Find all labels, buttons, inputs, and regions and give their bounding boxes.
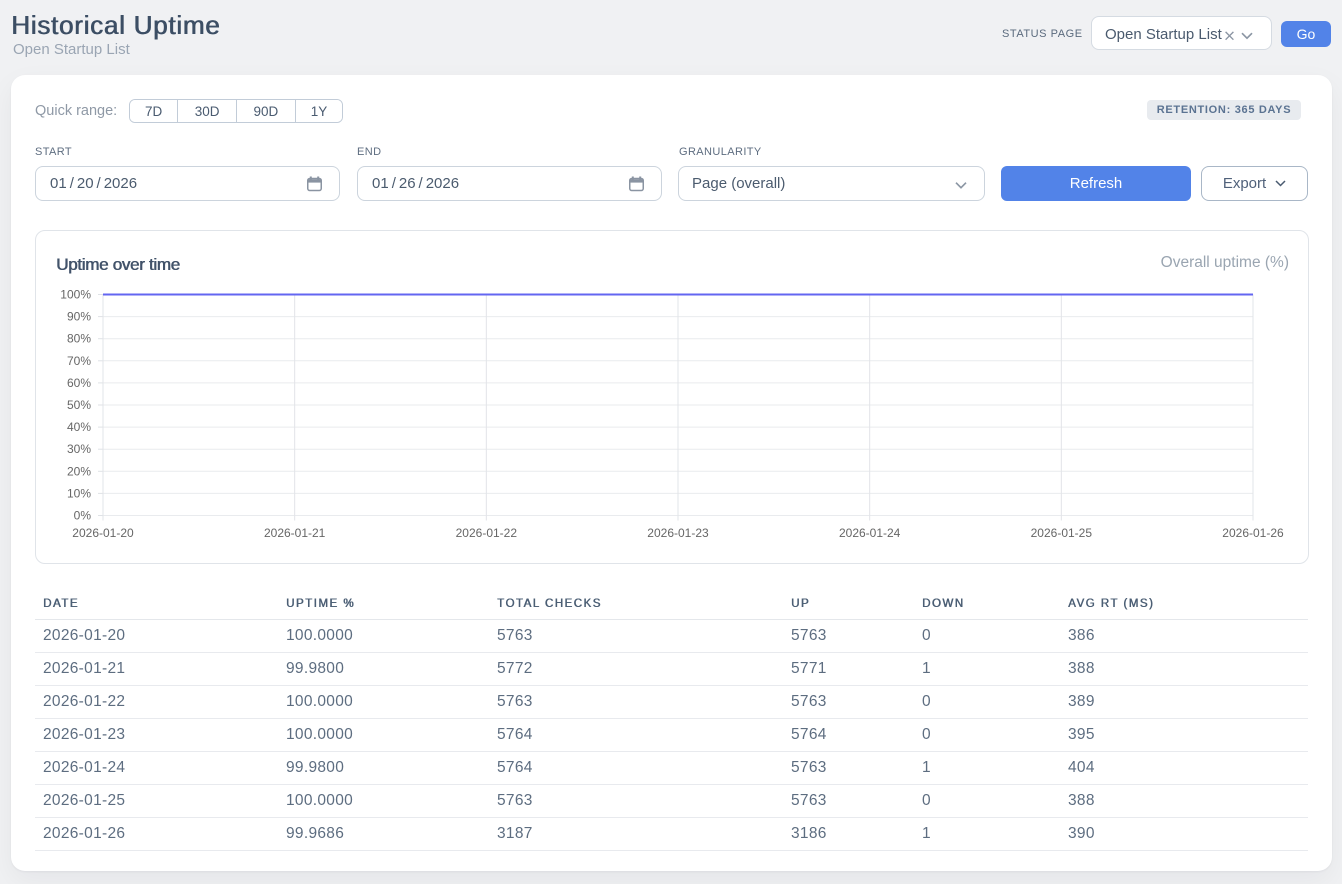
svg-text:10%: 10% [67,486,91,500]
svg-text:80%: 80% [67,332,91,346]
svg-text:2026-01-22: 2026-01-22 [456,526,518,540]
svg-text:2026-01-24: 2026-01-24 [839,526,901,540]
svg-text:30%: 30% [67,442,91,456]
svg-text:2026-01-23: 2026-01-23 [647,526,709,540]
svg-text:50%: 50% [67,398,91,412]
svg-text:2026-01-21: 2026-01-21 [264,526,326,540]
svg-text:20%: 20% [67,464,91,478]
svg-text:2026-01-20: 2026-01-20 [72,526,134,540]
svg-text:2026-01-26: 2026-01-26 [1222,526,1284,540]
svg-text:100%: 100% [60,288,91,302]
svg-text:2026-01-25: 2026-01-25 [1031,526,1093,540]
svg-text:70%: 70% [67,354,91,368]
svg-text:90%: 90% [67,310,91,324]
svg-text:0%: 0% [74,509,92,523]
svg-text:40%: 40% [67,420,91,434]
svg-text:60%: 60% [67,376,91,390]
